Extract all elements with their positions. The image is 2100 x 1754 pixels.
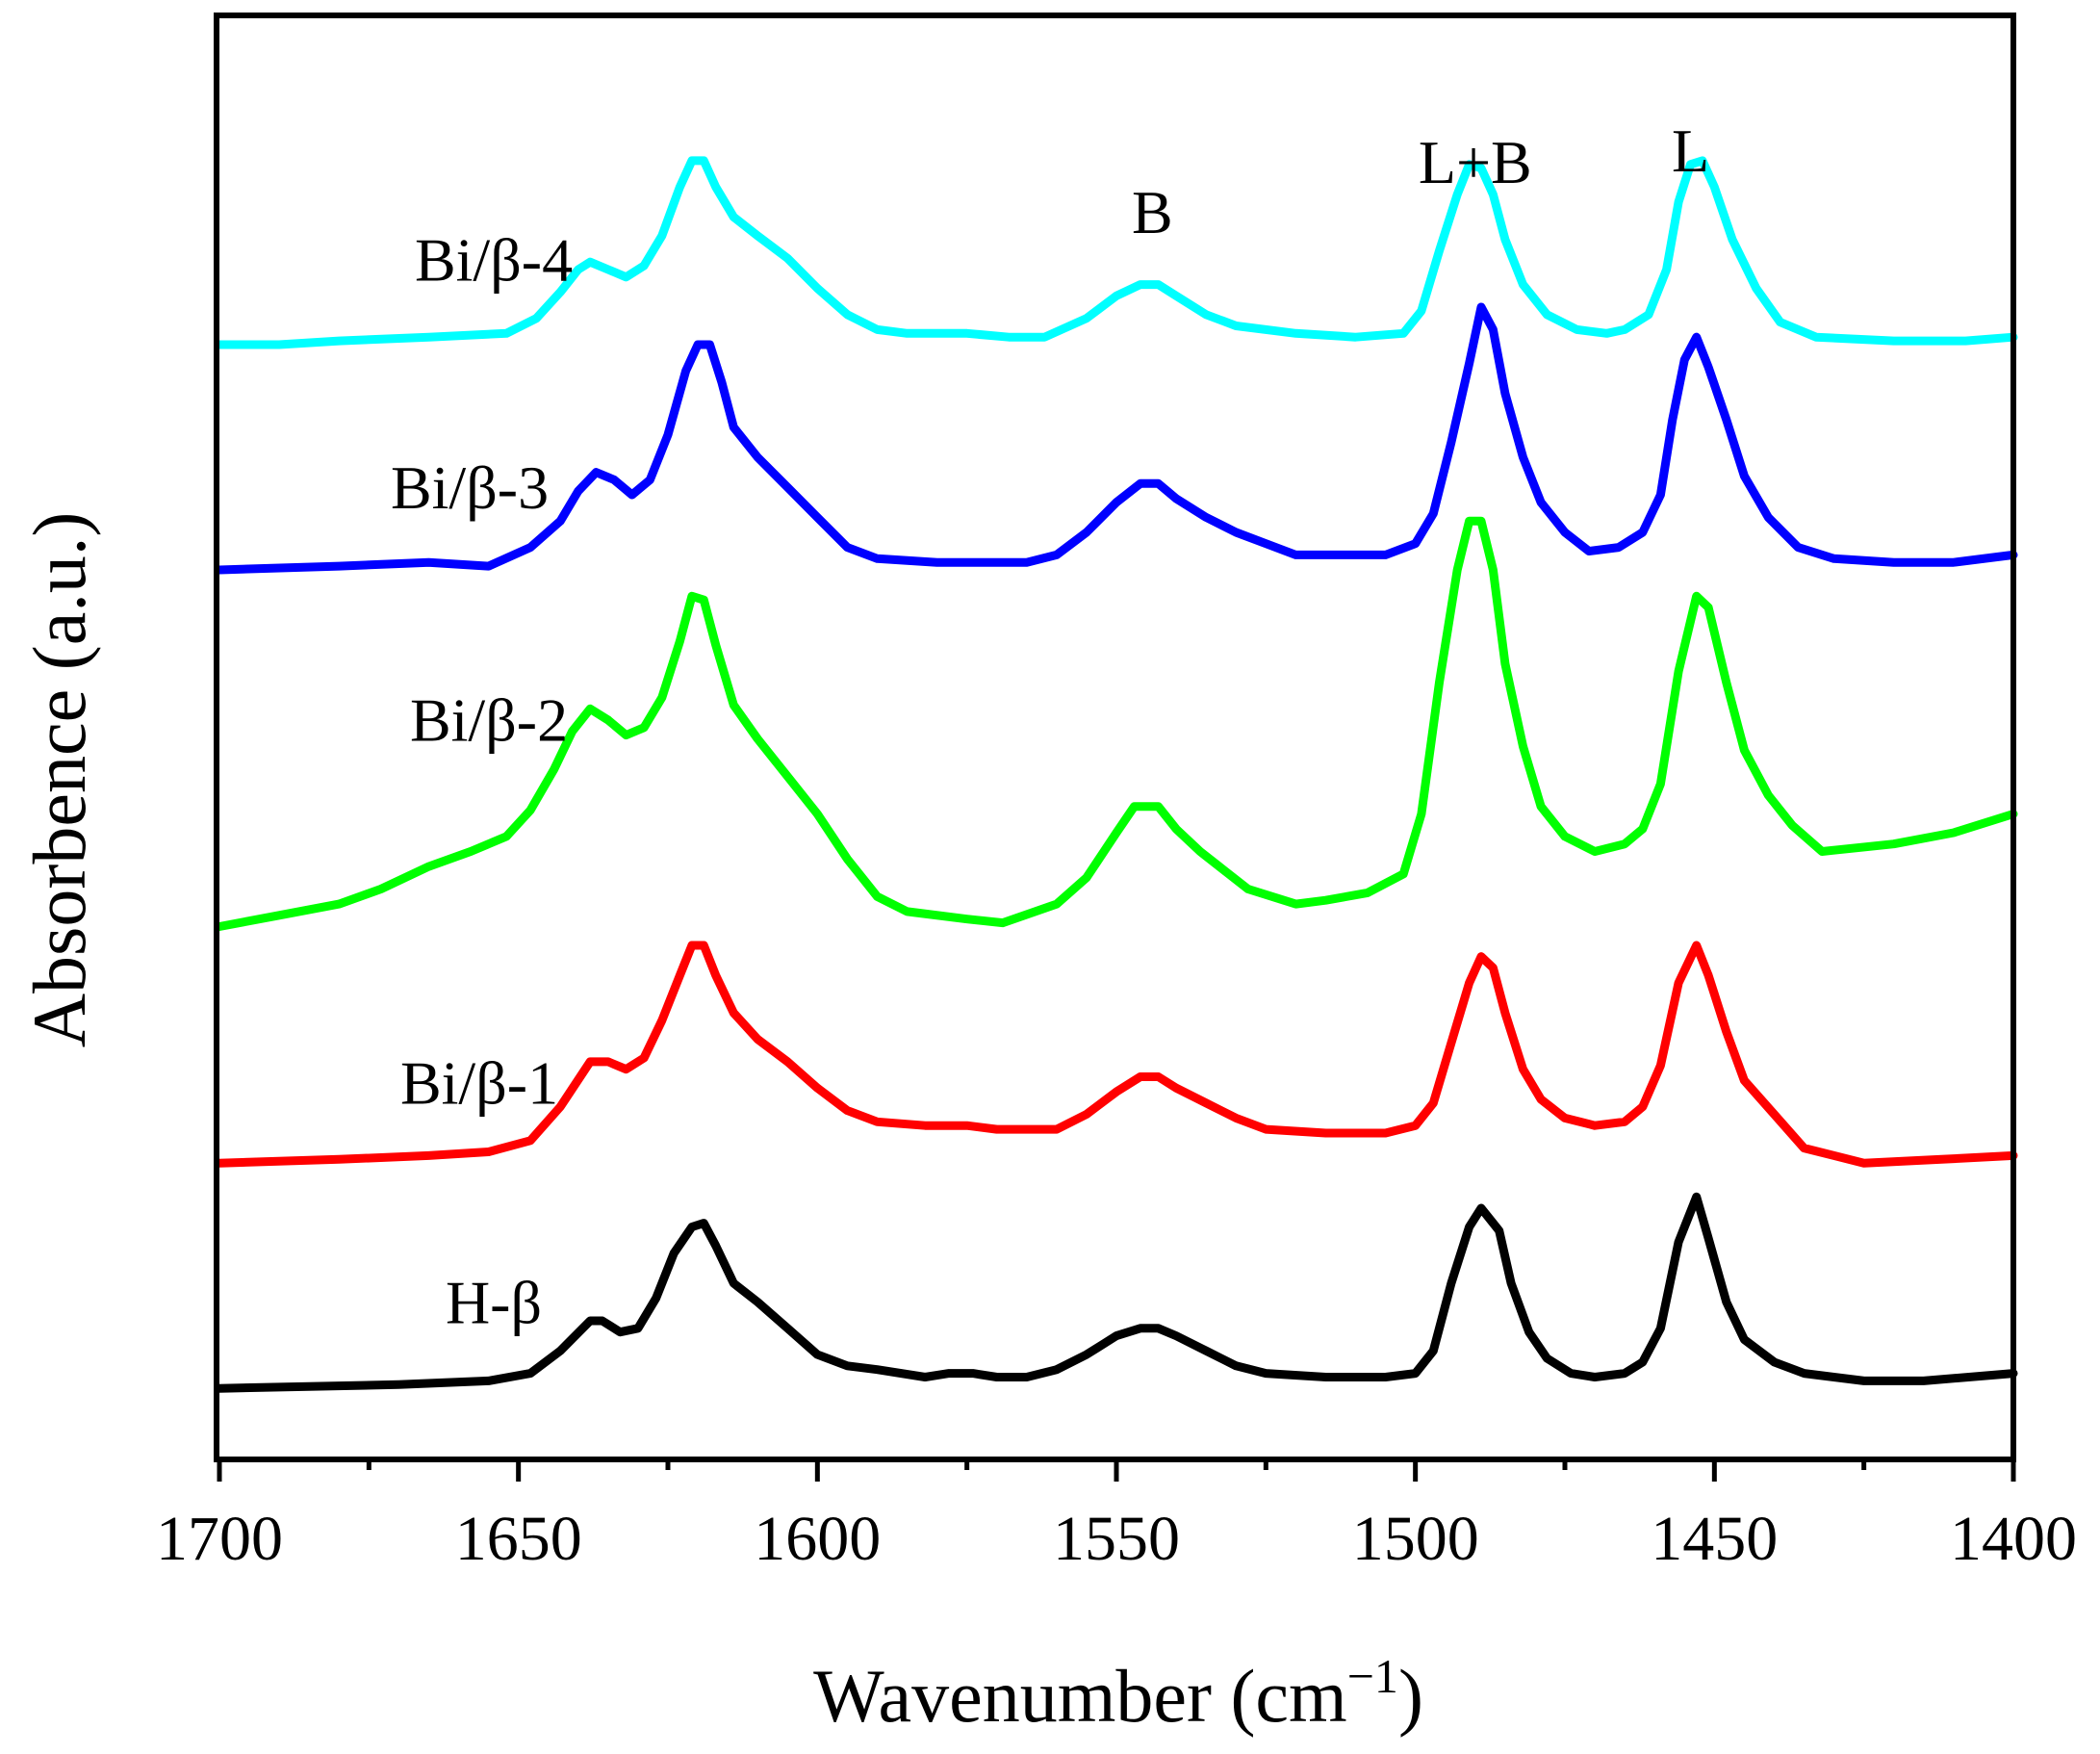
- x-tick-label-1550: 1550: [1053, 1504, 1180, 1574]
- series-line-4: [215, 156, 2018, 349]
- series-layer: [215, 156, 2018, 1393]
- y-axis-title: Absorbence (a.u.): [17, 512, 101, 1048]
- series-label-3: Bi/β-3: [391, 453, 549, 522]
- x-axis-title-superscript: −1: [1347, 1649, 1398, 1703]
- series-line-1: [215, 941, 2018, 1168]
- series-label-0: H-β: [446, 1268, 542, 1336]
- series-label-1: Bi/β-1: [400, 1049, 558, 1118]
- series-label-2: Bi/β-2: [410, 686, 568, 755]
- x-axis-title-close: ): [1398, 1654, 1423, 1738]
- x-tick-label-1400: 1400: [1950, 1504, 2077, 1574]
- x-tick-label-1500: 1500: [1352, 1504, 1479, 1574]
- x-tick-label-1600: 1600: [754, 1504, 881, 1574]
- series-label-4: Bi/β-4: [415, 225, 573, 294]
- series-line-2: [215, 516, 2018, 931]
- x-tick-label-1650: 1650: [455, 1504, 582, 1574]
- series-line-0: [215, 1192, 2018, 1393]
- x-tick-layer: 1700 1650 1600 1550 1500 1450 1400: [156, 1457, 2077, 1574]
- annotation-1: L+B: [1419, 128, 1532, 196]
- x-tick-label-1450: 1450: [1651, 1504, 1778, 1574]
- x-tick-label-1700: 1700: [156, 1504, 283, 1574]
- annotation-layer: B L+B L: [1132, 116, 1709, 246]
- annotation-0: B: [1132, 178, 1173, 246]
- x-axis-title: Wavenumber (cm−1): [813, 1649, 1423, 1738]
- series-label-layer: H-β Bi/β-1 Bi/β-2 Bi/β-3 Bi/β-4: [391, 225, 573, 1336]
- x-axis-title-text: Wavenumber (cm: [813, 1654, 1347, 1738]
- annotation-2: L: [1672, 116, 1709, 185]
- series-line-3: [215, 302, 2018, 575]
